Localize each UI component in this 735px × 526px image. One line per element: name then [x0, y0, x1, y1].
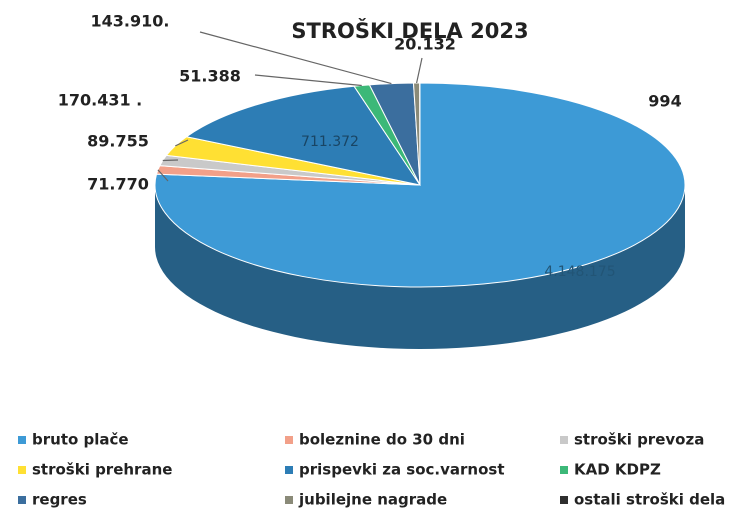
legend-swatch — [560, 466, 568, 474]
leader-line — [199, 31, 392, 85]
pie-side — [155, 185, 685, 349]
legend-label: KAD KDPZ — [574, 461, 661, 479]
legend-label: stroški prevoza — [574, 431, 704, 449]
leader-line — [416, 57, 423, 84]
legend-label: regres — [32, 491, 87, 509]
legend-swatch — [18, 466, 26, 474]
legend-swatch — [18, 496, 26, 504]
legend-swatch — [285, 436, 293, 444]
data-label: 143.910. — [91, 12, 170, 31]
chart-title: STROŠKI DELA 2023 — [291, 18, 528, 43]
legend-swatch — [560, 436, 568, 444]
legend-label: jubilejne nagrade — [298, 491, 447, 509]
pie-slice — [185, 85, 422, 186]
data-label: 711.372 — [301, 134, 359, 150]
leader-line — [157, 169, 169, 182]
legend-swatch — [18, 436, 26, 444]
data-label: 51.388 — [179, 67, 241, 86]
legend-label: ostali stroški dela — [574, 491, 725, 509]
legend-swatch — [285, 466, 293, 474]
data-label: 170.431 . — [58, 91, 143, 110]
leader-line — [175, 139, 189, 147]
legend-swatch — [560, 496, 568, 504]
legend-label: bruto plače — [32, 431, 129, 449]
data-label: 994 — [648, 92, 681, 111]
data-label: 4.148.175 — [544, 264, 615, 280]
leader-line — [254, 74, 362, 87]
legend-label: prispevki za soc.varnost — [299, 461, 505, 479]
data-label: 89.755 — [87, 132, 149, 151]
legend-label: stroški prehrane — [32, 461, 172, 479]
legend-swatch — [285, 496, 293, 504]
data-label: 71.770 — [87, 175, 149, 194]
legend-label: boleznine do 30 dni — [299, 431, 465, 449]
data-label: 20.132 — [394, 35, 456, 54]
